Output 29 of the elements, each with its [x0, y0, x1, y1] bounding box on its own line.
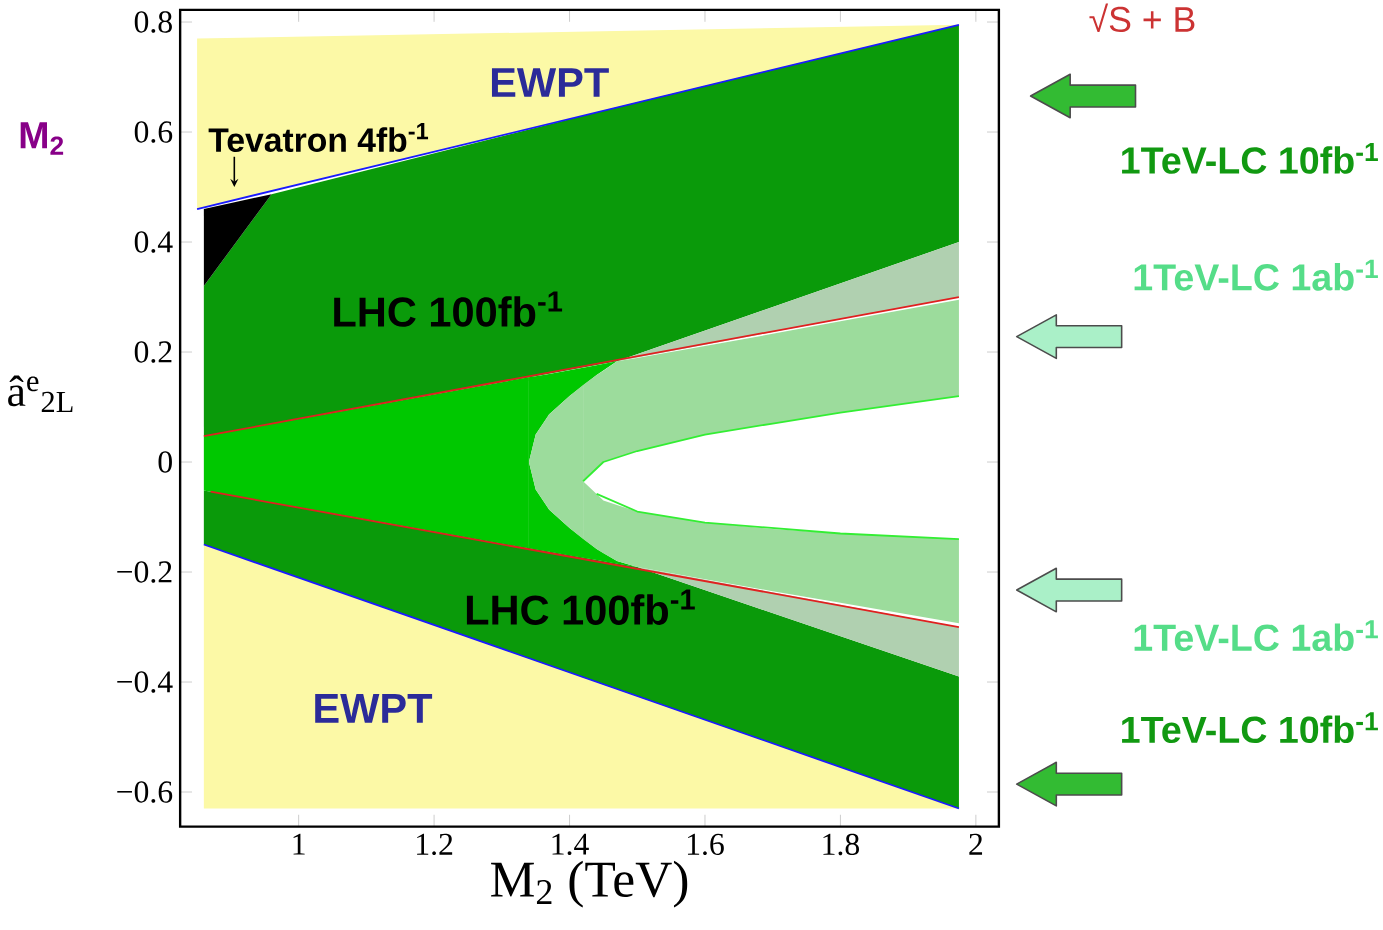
y-tick-label: 0.8	[134, 11, 172, 33]
y-tick-label: −0.4	[117, 671, 173, 693]
text: 1TeV-LC 1ab$^{-1}$	[1134, 259, 1378, 291]
y-tick-label: 0.4	[134, 231, 173, 253]
y-tick-label: 0.2	[134, 341, 172, 363]
annotation: EWPT	[491, 68, 609, 98]
x-tick-label: 1.6	[687, 833, 724, 856]
x-tick-label: 1	[293, 833, 305, 855]
line-series	[595, 493, 960, 541]
x-tick-label: 1.2	[417, 833, 453, 856]
x-axis-title: M$_{2}$ (TeV)	[491, 861, 688, 908]
text: √S + B	[1089, 3, 1195, 33]
text: 1TeV-LC 10fb$^{-1}$	[1122, 712, 1378, 744]
y-tick-label: −0.2	[117, 561, 172, 583]
text: M$_{2}$	[20, 122, 64, 156]
annotation: LHC 100fb$^{-1}$	[466, 589, 695, 626]
text: 1TeV-LC 1ab$^{-1}$	[1134, 620, 1378, 652]
annotation: EWPT	[315, 694, 433, 723]
y-axis-title: â$^{e}$2L	[8, 375, 73, 413]
x-tick-label: 1.4	[552, 833, 589, 856]
annotation: LHC 100fb$^{-1}$	[334, 291, 563, 327]
y-tick-label: −0.6	[117, 781, 173, 803]
line-series	[582, 395, 960, 483]
text: 1TeV-LC 10fb$^{-1}$	[1122, 143, 1378, 175]
x-tick-label: 2	[969, 833, 983, 855]
annotation: Tevatron 4fb$^{-1}$	[208, 123, 429, 153]
y-tick-label: 0	[158, 451, 172, 473]
y-tick-label: 0.6	[134, 121, 173, 143]
x-tick-label: 1.8	[823, 833, 860, 856]
